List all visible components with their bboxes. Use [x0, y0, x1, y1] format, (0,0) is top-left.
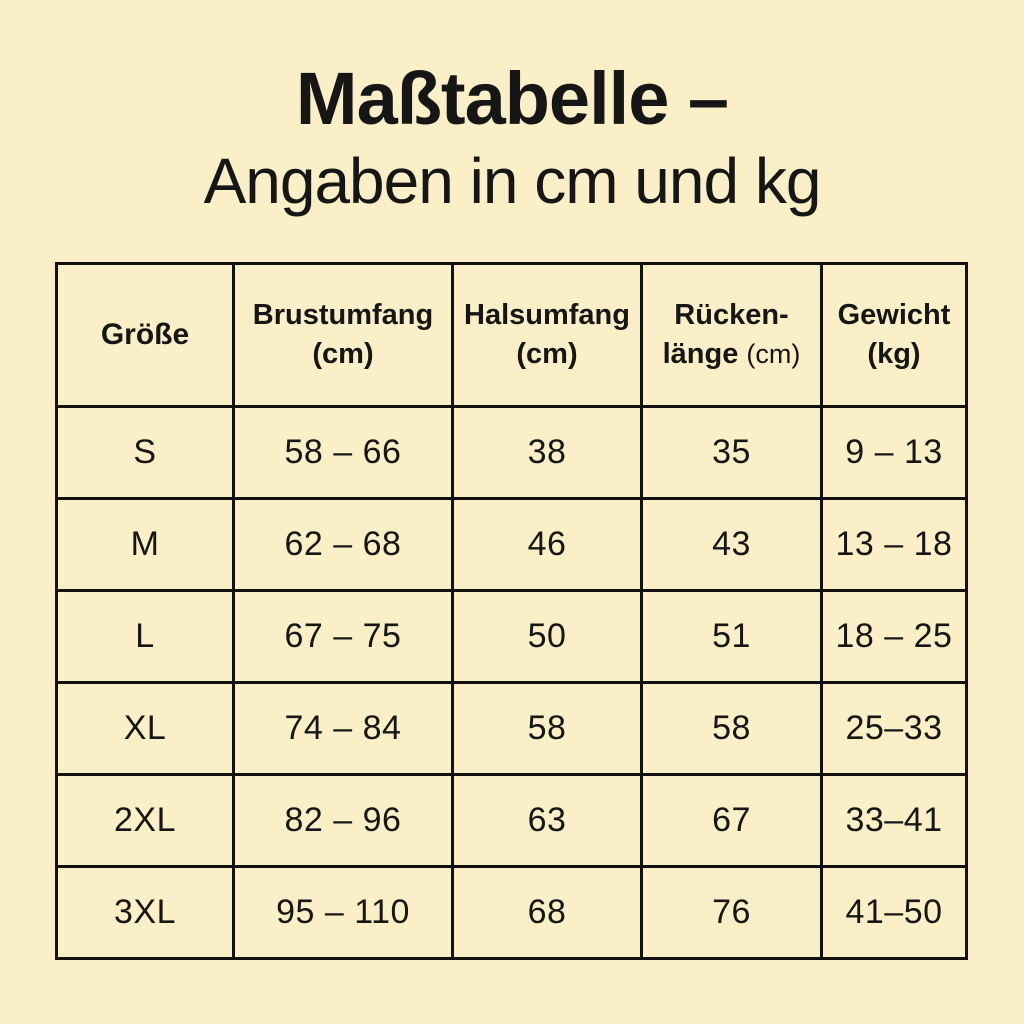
header-label-line2: länge (cm): [645, 335, 819, 374]
cell-neck: 68: [451, 865, 643, 960]
cell-chest: 67 – 75: [232, 589, 454, 684]
cell-neck: 63: [451, 773, 643, 868]
header-unit: (kg): [867, 338, 921, 370]
table-row-l: L 67 – 75 50 51 18 – 25: [55, 589, 968, 684]
cell-weight: 41–50: [820, 865, 968, 960]
cell-neck: 46: [451, 497, 643, 592]
cell-size: XL: [55, 681, 235, 776]
cell-weight: 18 – 25: [820, 589, 968, 684]
cell-weight: 9 – 13: [820, 405, 968, 500]
table-row-m: M 62 – 68 46 43 13 – 18: [55, 497, 968, 592]
table-row-xl: XL 74 – 84 58 58 25–33: [55, 681, 968, 776]
cell-size: 2XL: [55, 773, 235, 868]
header-label: Halsumfang: [464, 298, 630, 331]
header-halsumfang: Halsumfang (cm): [451, 262, 643, 408]
header-unit: (cm): [746, 339, 801, 369]
cell-neck: 58: [451, 681, 643, 776]
cell-back: 35: [640, 405, 823, 500]
cell-back: 58: [640, 681, 823, 776]
cell-back: 76: [640, 865, 823, 960]
header-groesse: Größe: [55, 262, 235, 408]
cell-chest: 62 – 68: [232, 497, 454, 592]
cell-size: L: [55, 589, 235, 684]
cell-chest: 58 – 66: [232, 405, 454, 500]
table-row-3xl: 3XL 95 – 110 68 76 41–50: [55, 865, 968, 960]
cell-back: 43: [640, 497, 823, 592]
cell-size: M: [55, 497, 235, 592]
header-label: Größe: [100, 317, 190, 351]
header-unit: (cm): [516, 338, 578, 370]
header-gewicht: Gewicht (kg): [820, 262, 968, 408]
cell-chest: 82 – 96: [232, 773, 454, 868]
cell-size: 3XL: [55, 865, 235, 960]
title-line-1: Maßtabelle –: [295, 57, 729, 140]
cell-weight: 13 – 18: [820, 497, 968, 592]
cell-weight: 25–33: [820, 681, 968, 776]
title-line-2: Angaben in cm und kg: [203, 144, 822, 217]
cell-neck: 50: [451, 589, 643, 684]
header-unit: (cm): [312, 338, 374, 370]
header-label-bold: länge: [662, 338, 739, 370]
cell-size: S: [55, 405, 235, 500]
header-label: Gewicht: [837, 298, 951, 331]
table-row-s: S 58 – 66 38 35 9 – 13: [55, 405, 968, 500]
cell-chest: 74 – 84: [232, 681, 454, 776]
header-label: Rücken-: [674, 298, 789, 331]
cell-neck: 38: [451, 405, 643, 500]
header-row: Größe Brustumfang (cm) Halsumfang (cm) R…: [55, 262, 968, 408]
cell-back: 51: [640, 589, 823, 684]
header-label: Brustumfang: [252, 298, 434, 331]
cell-back: 67: [640, 773, 823, 868]
cell-chest: 95 – 110: [232, 865, 454, 960]
size-table: Größe Brustumfang (cm) Halsumfang (cm) R…: [55, 262, 968, 960]
table-row-2xl: 2XL 82 – 96 63 67 33–41: [55, 773, 968, 868]
page-title: Maßtabelle – Angaben in cm und kg: [0, 60, 1024, 215]
header-brustumfang: Brustumfang (cm): [232, 262, 454, 408]
cell-weight: 33–41: [820, 773, 968, 868]
header-rueckenlaenge: Rücken- länge (cm): [640, 262, 823, 408]
